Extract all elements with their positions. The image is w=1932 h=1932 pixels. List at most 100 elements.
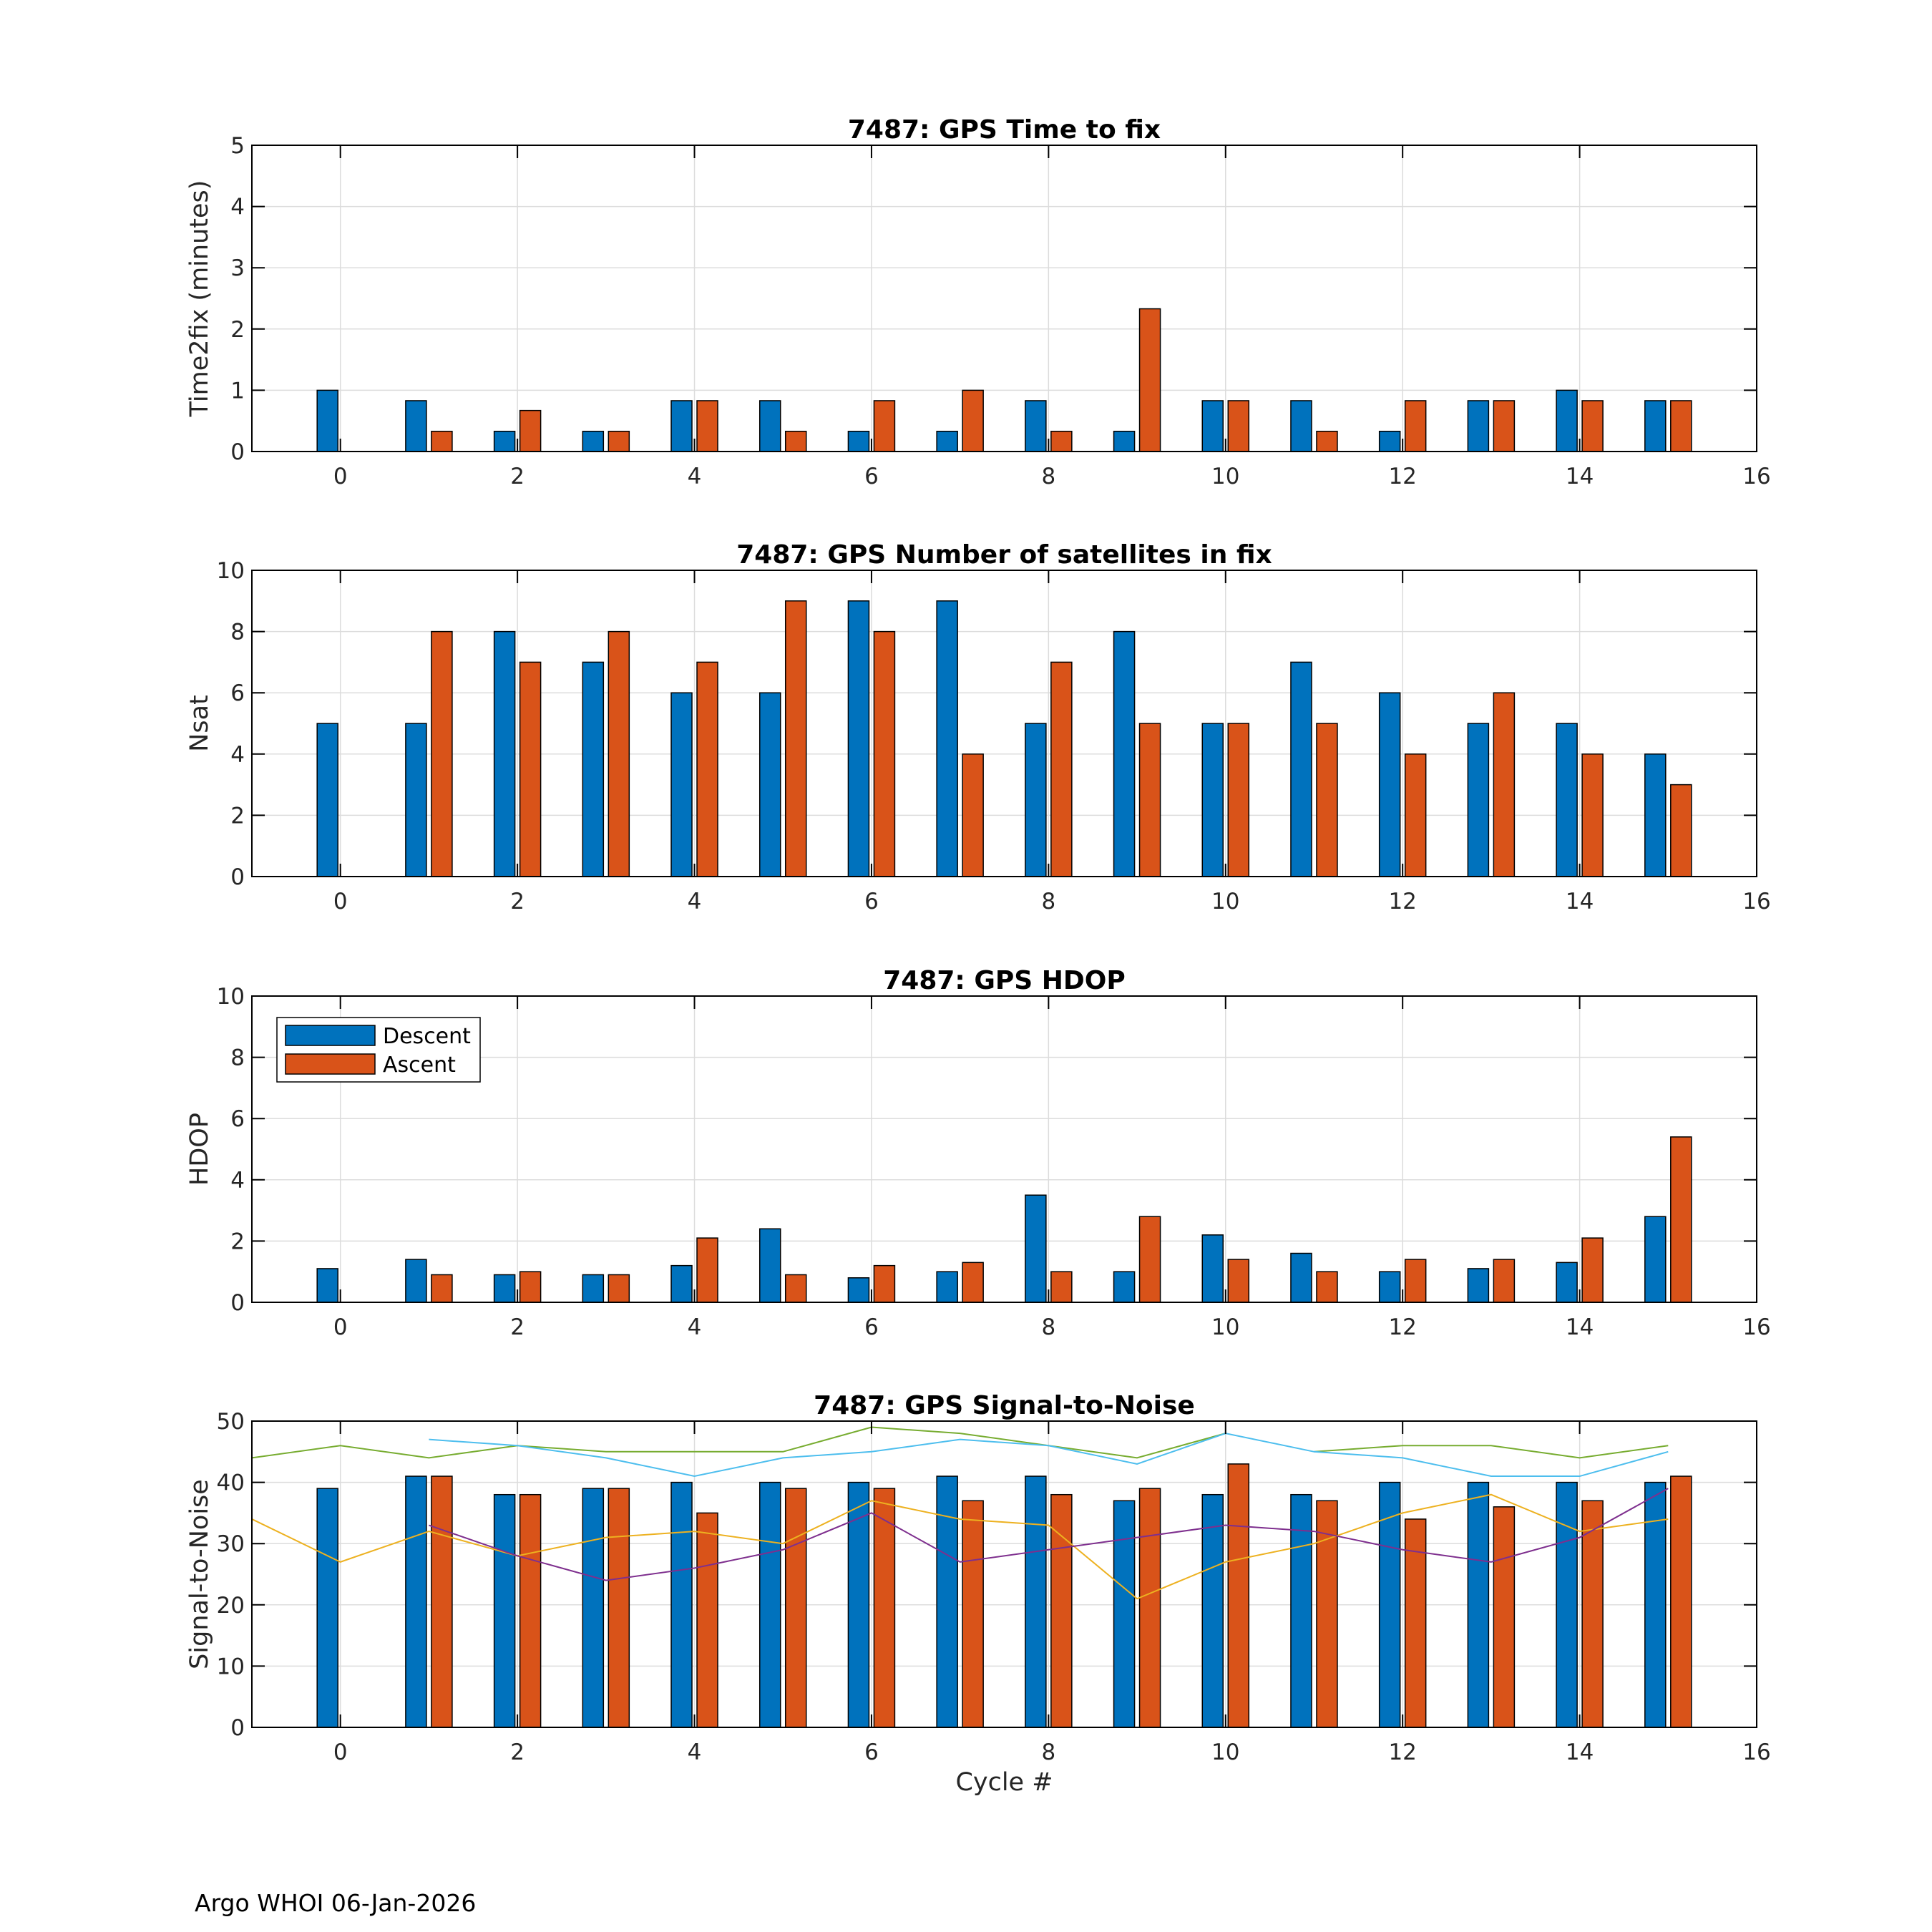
descent-bar (1025, 723, 1047, 877)
x-tick-label: 8 (1041, 1740, 1055, 1765)
ascent-bar (1670, 1475, 1692, 1728)
ascent-bar (1404, 1518, 1427, 1728)
y-tick-label: 4 (230, 195, 245, 220)
ticks: 0 2 4 6 8 10 12 14 16 0 10 20 30 40 50 (217, 1409, 1771, 1765)
x-tick-label: 10 (1211, 464, 1239, 489)
descent-bar (758, 1481, 781, 1728)
descent-bar (758, 692, 781, 877)
x-tick-label: 16 (1742, 1740, 1770, 1765)
descent-bar (582, 431, 605, 452)
x-tick-label: 4 (688, 1740, 702, 1765)
chart-title: 7487: GPS HDOP (883, 966, 1126, 995)
x-tick-label: 4 (688, 889, 702, 914)
ascent-bar (962, 1500, 984, 1728)
ascent-bar (1050, 1493, 1073, 1728)
ascent-bar (873, 400, 896, 452)
x-tick-label: 2 (510, 1740, 525, 1765)
ticks: 0 2 4 6 8 10 12 14 16 0 2 4 6 8 10 (217, 984, 1771, 1340)
x-tick-label: 0 (333, 1740, 348, 1765)
y-tick-label: 8 (230, 620, 245, 645)
y-tick-label: 6 (230, 680, 245, 706)
y-tick-label: 1 (230, 378, 245, 404)
descent-bar (1467, 400, 1490, 452)
descent-bar (1113, 1500, 1136, 1728)
descent-bar (1201, 723, 1224, 877)
descent-bar (670, 1481, 693, 1728)
descent-bar (493, 431, 516, 452)
descent-bar (405, 723, 427, 877)
legend: Descent Ascent (276, 1017, 481, 1083)
x-tick-label: 16 (1742, 889, 1770, 914)
ascent-bar (696, 1512, 718, 1728)
x-tick-label: 2 (510, 1314, 525, 1340)
axes-box (251, 570, 1757, 877)
ascent-bar (431, 1274, 453, 1303)
y-tick-label: 10 (217, 1654, 245, 1679)
ascent-bar (1316, 1271, 1338, 1303)
ascent-bar (962, 753, 984, 877)
y-tick-label: 0 (230, 1290, 245, 1316)
descent-bar (1025, 400, 1047, 452)
ascent-bar (608, 630, 630, 877)
y-tick-label: 10 (217, 984, 245, 1010)
y-tick-label: 5 (230, 133, 245, 159)
ascent-bar (1404, 400, 1427, 452)
ascent-bar (1581, 1500, 1604, 1728)
x-tick-label: 12 (1388, 1740, 1416, 1765)
ascent-bar (519, 409, 542, 452)
descent-bar (1290, 661, 1312, 877)
ascent-bar (1227, 400, 1250, 452)
descent-bar (936, 1271, 958, 1303)
ascent-bar (962, 1262, 984, 1303)
descent-bar (1201, 400, 1224, 452)
descent-bar (316, 1268, 338, 1303)
ascent-bar (1227, 723, 1250, 877)
ascent-bar (696, 1237, 718, 1303)
y-tick-label: 0 (230, 1715, 245, 1741)
descent-bar (936, 600, 958, 877)
ticks: 0 2 4 6 8 10 12 14 16 0 2 4 6 8 10 (217, 558, 1771, 914)
legend-ascent-label: Ascent (383, 1053, 456, 1078)
ascent-bar (1581, 400, 1604, 452)
ascent-bar (784, 1488, 807, 1728)
y-tick-label: 20 (217, 1593, 245, 1619)
ascent-bar (1670, 1136, 1692, 1303)
x-tick-label: 6 (864, 464, 879, 489)
snr-series-line (429, 1488, 1669, 1581)
descent-bar (316, 1488, 338, 1728)
ascent-bar (608, 1274, 630, 1303)
y-tick-label: 6 (230, 1106, 245, 1132)
descent-bar (1644, 753, 1667, 877)
ascent-bar (784, 600, 807, 877)
chart-title: 7487: GPS Number of satellites in fix (736, 540, 1272, 570)
y-tick-label: 0 (230, 864, 245, 890)
x-tick-label: 2 (510, 889, 525, 914)
descent-bar (1113, 431, 1136, 452)
descent-bar (405, 400, 427, 452)
axes-box (251, 1420, 1757, 1728)
x-tick-label: 10 (1211, 889, 1239, 914)
descent-bar (936, 431, 958, 452)
x-tick-label: 14 (1566, 1314, 1594, 1340)
ascent-bar (1050, 431, 1073, 452)
descent-bar (582, 1488, 605, 1728)
ascent-bar (1670, 400, 1692, 452)
descent-bar (1467, 1481, 1490, 1728)
legend-descent-label: Descent (383, 1024, 471, 1049)
ascent-bar (519, 1493, 542, 1728)
descent-bar (1290, 1252, 1312, 1303)
ascent-bar (873, 1264, 896, 1303)
chart-title: 7487: GPS Signal-to-Noise (814, 1391, 1195, 1420)
y-tick-label: 40 (217, 1470, 245, 1496)
ascent-bar (608, 1488, 630, 1728)
ascent-bar (696, 400, 718, 452)
x-tick-label: 16 (1742, 464, 1770, 489)
ascent-bar (519, 1271, 542, 1303)
descent-bar (316, 389, 338, 452)
snr-series-line (1314, 1445, 1669, 1459)
ascent-bar (1493, 692, 1516, 877)
x-tick-label: 8 (1041, 1314, 1055, 1340)
x-tick-label: 8 (1041, 464, 1055, 489)
